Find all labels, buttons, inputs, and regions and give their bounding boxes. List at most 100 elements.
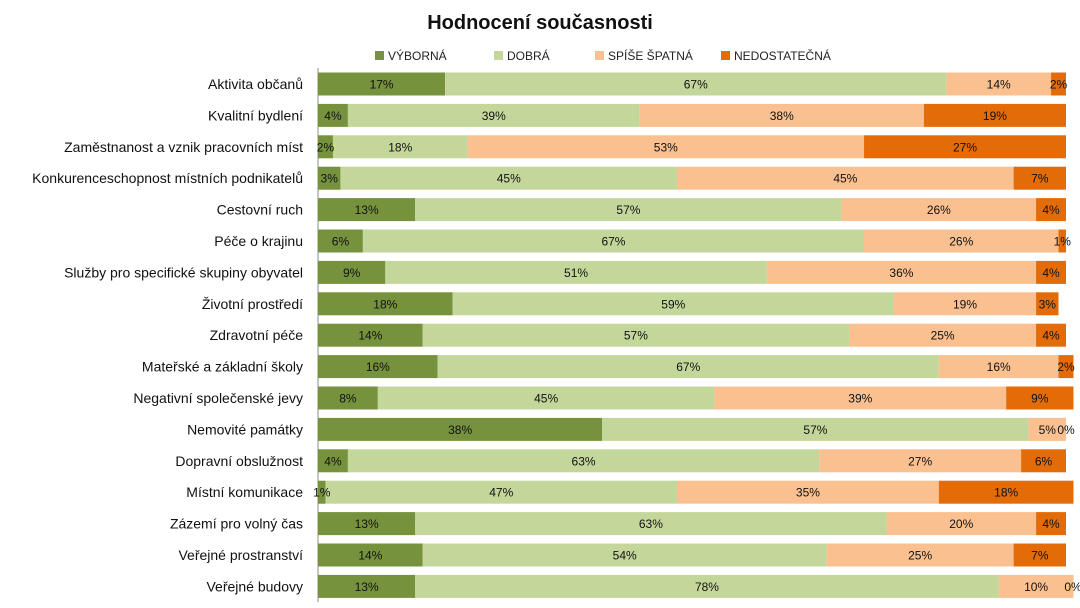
chart-title: Hodnocení současnosti xyxy=(427,12,653,34)
data-label: 25% xyxy=(931,329,955,343)
category-label: Konkurenceschopnost místních podnikatelů xyxy=(32,170,303,186)
bar-segment xyxy=(318,198,416,222)
bar-segment xyxy=(923,103,1066,127)
data-label: 1% xyxy=(1054,235,1072,249)
data-label: 6% xyxy=(1035,454,1053,468)
bar-segment xyxy=(332,135,468,159)
data-label: 36% xyxy=(889,266,913,280)
data-label: 4% xyxy=(1042,266,1060,280)
bar-segment xyxy=(347,103,640,127)
data-label: 67% xyxy=(601,235,625,249)
bar-segment xyxy=(452,292,894,316)
legend-swatch xyxy=(721,51,730,60)
legend-label: VÝBORNÁ xyxy=(388,48,447,63)
data-label: 38% xyxy=(770,109,794,123)
bar-segment xyxy=(864,135,1066,159)
bar-segment xyxy=(766,260,1037,284)
data-label: 14% xyxy=(358,329,382,343)
data-label: 0% xyxy=(1057,423,1075,437)
data-label: 39% xyxy=(848,392,872,406)
data-label: 2% xyxy=(1050,78,1068,92)
bar-segment xyxy=(946,72,1052,96)
bar-segment xyxy=(849,323,1037,347)
data-label: 27% xyxy=(953,140,977,154)
data-label: 26% xyxy=(949,235,973,249)
data-labels: 17% 67% 14% 2% 4% 39% 38% 19% 2% 18% 53% 27% 3% 45% 45… xyxy=(313,78,1080,594)
data-label: 5% xyxy=(1039,423,1057,437)
data-label: 4% xyxy=(324,109,342,123)
bar-segment xyxy=(938,355,1059,379)
bar-segment xyxy=(1021,449,1066,473)
bar-segment xyxy=(437,355,939,379)
data-label: 20% xyxy=(949,517,973,531)
data-label: 13% xyxy=(355,517,379,531)
bar-segment xyxy=(415,574,999,598)
bar-segment xyxy=(1058,229,1066,253)
category-label: Mateřské a základní školy xyxy=(142,359,303,375)
legend-label: DOBRÁ xyxy=(507,48,550,63)
bar-segment xyxy=(1036,292,1059,316)
data-label: 38% xyxy=(448,423,472,437)
bar-segment xyxy=(318,323,423,347)
category-label: Péče o krajinu xyxy=(214,233,303,249)
bar-segment xyxy=(318,386,378,410)
bar-segment xyxy=(445,72,947,96)
bar-segment xyxy=(938,480,1074,504)
data-label: 1% xyxy=(313,486,331,500)
bar-segment xyxy=(318,417,603,441)
legend-label: SPÍŠE ŠPATNÁ xyxy=(608,48,693,63)
category-label: Veřejné prostranství xyxy=(178,547,303,563)
data-label: 3% xyxy=(1039,297,1057,311)
data-label: 57% xyxy=(624,329,648,343)
data-label: 13% xyxy=(355,203,379,217)
bar-segment xyxy=(318,449,348,473)
bar-segment xyxy=(1013,543,1066,567)
data-label: 10% xyxy=(1024,580,1048,594)
data-label: 4% xyxy=(1042,203,1060,217)
bar-segment xyxy=(1036,198,1066,222)
category-label: Nemovité památky xyxy=(187,421,303,437)
data-label: 47% xyxy=(489,486,513,500)
legend-swatch xyxy=(375,51,384,60)
data-label: 53% xyxy=(654,140,678,154)
data-label: 2% xyxy=(317,140,335,154)
data-label: 16% xyxy=(366,360,390,374)
bar-segment xyxy=(467,135,865,159)
category-label: Aktivita občanů xyxy=(208,76,303,92)
data-label: 17% xyxy=(370,78,394,92)
data-label: 18% xyxy=(994,486,1018,500)
bar-segment xyxy=(886,512,1037,536)
legend: VÝBORNÁ DOBRÁ SPÍŠE ŠPATNÁ NEDOSTATEČNÁ xyxy=(375,48,831,63)
bar-segment xyxy=(422,323,850,347)
bar-segment xyxy=(340,166,678,190)
data-label: 63% xyxy=(639,517,663,531)
bar-segment xyxy=(318,260,386,284)
category-label: Kvalitní bydlení xyxy=(208,107,303,123)
bar-segment xyxy=(415,198,842,222)
data-label: 67% xyxy=(684,78,708,92)
bar-segment xyxy=(318,72,446,96)
bar-segment xyxy=(677,166,1014,190)
data-label: 26% xyxy=(927,203,951,217)
category-label: Dopravní obslužnost xyxy=(175,453,303,469)
bar-segment xyxy=(325,480,678,504)
bar-segment xyxy=(819,449,1022,473)
data-label: 45% xyxy=(534,392,558,406)
bar-segment xyxy=(1013,166,1066,190)
bar-segment xyxy=(1028,417,1066,441)
bar-segment xyxy=(362,229,865,253)
bar-segment xyxy=(841,198,1037,222)
data-label: 9% xyxy=(343,266,361,280)
category-label: Životní prostředí xyxy=(202,296,303,312)
bar-segment xyxy=(677,480,939,504)
data-label: 78% xyxy=(695,580,719,594)
data-label: 14% xyxy=(987,78,1011,92)
bar-segment xyxy=(639,103,924,127)
category-label: Zdravotní péče xyxy=(210,327,304,343)
data-label: 9% xyxy=(1031,392,1049,406)
data-label: 39% xyxy=(482,109,506,123)
bar-segment xyxy=(318,229,363,253)
data-label: 19% xyxy=(983,109,1007,123)
category-label: Zázemí pro volný čas xyxy=(170,516,303,532)
